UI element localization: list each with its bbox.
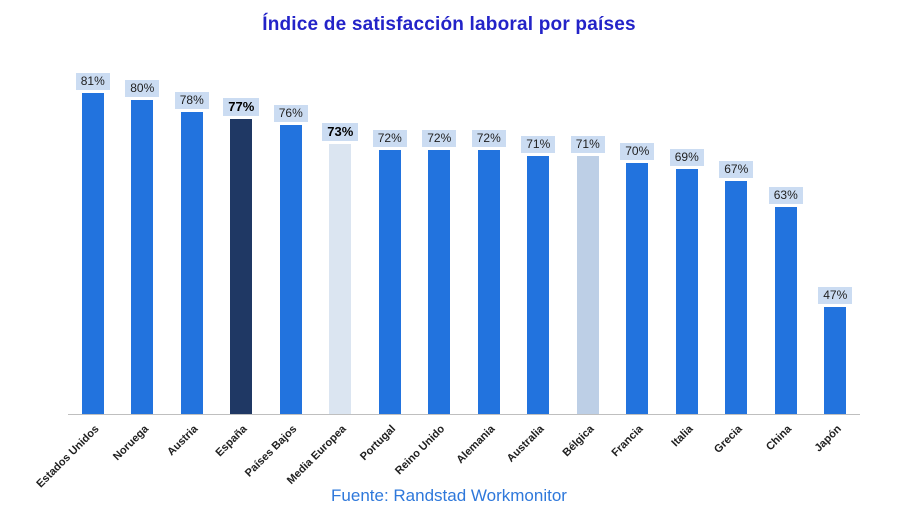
- category-label: Estados Unidos: [33, 423, 102, 491]
- value-label: 72%: [372, 130, 407, 147]
- bar-group-reino-unido: 72% Reino Unido: [393, 62, 465, 477]
- bar-group-espana: 77% España: [214, 62, 267, 459]
- bar-group-francia: 70% Francia: [610, 62, 663, 459]
- bar-espana: [230, 119, 253, 414]
- value-label: 72%: [471, 130, 506, 147]
- value-label: 73%: [322, 122, 359, 141]
- category-label: Japón: [812, 423, 844, 455]
- category-label: Austria: [164, 423, 201, 459]
- value-label: 67%: [719, 161, 754, 178]
- bar-group-china: 63% China: [761, 62, 811, 453]
- bar-noruega: [131, 100, 154, 414]
- bar-group-estados-unidos: 81% Estados Unidos: [34, 62, 118, 490]
- category-label: Grecia: [712, 423, 745, 456]
- value-label: 76%: [273, 105, 308, 122]
- bar-group-noruega: 80% Noruega: [111, 62, 168, 463]
- bar-group-alemania: 72% Alemania: [454, 62, 514, 466]
- value-label: 70%: [620, 143, 655, 160]
- category-label: Bélgica: [560, 423, 597, 460]
- bar-china: [774, 207, 797, 414]
- bar-group-paises-bajos: 76% Países Bajos: [243, 62, 316, 479]
- category-label: Portugal: [358, 423, 399, 464]
- bar-group-japon: 47% Japón: [811, 62, 861, 454]
- category-label: Francia: [609, 423, 646, 460]
- bar-group-italia: 69% Italia: [662, 62, 712, 449]
- category-label: China: [764, 423, 795, 454]
- plot-area: 81% Estados Unidos 80% Noruega 78% Austria 77%…: [34, 62, 861, 490]
- category-label: Italia: [669, 423, 696, 450]
- value-label: 69%: [669, 149, 704, 166]
- value-label: 63%: [768, 187, 803, 204]
- bar-grecia: [725, 181, 748, 414]
- value-label: 72%: [422, 130, 457, 147]
- chart-title: Índice de satisfacción laboral por paíse…: [262, 14, 636, 35]
- bar-media-europea: [329, 144, 352, 414]
- bar-francia: [626, 163, 649, 414]
- category-label: Noruega: [110, 423, 151, 464]
- source-caption: Fuente: Randstad Workmonitor: [331, 486, 567, 505]
- bar-australia: [527, 156, 550, 414]
- value-label: 47%: [818, 287, 853, 304]
- value-label: 80%: [125, 80, 160, 97]
- bar-group-grecia: 67% Grecia: [712, 62, 762, 456]
- bar-series: 81% Estados Unidos 80% Noruega 78% Austria 77%…: [34, 62, 861, 490]
- bar-belgica: [576, 156, 599, 414]
- category-label: Reino Unido: [393, 423, 448, 478]
- bar-japon: [824, 307, 847, 414]
- bar-reino-unido: [428, 150, 451, 414]
- value-label: 77%: [223, 97, 260, 116]
- value-label: 81%: [75, 73, 110, 90]
- bar-paises-bajos: [279, 125, 302, 414]
- bar-group-austria: 78% Austria: [165, 62, 217, 458]
- value-label: 78%: [174, 92, 209, 109]
- bar-portugal: [378, 150, 401, 414]
- category-label: Australia: [504, 423, 547, 465]
- bar-estados-unidos: [81, 93, 104, 414]
- bar-italia: [675, 169, 698, 414]
- bar-alemania: [477, 150, 500, 414]
- category-label: España: [213, 423, 250, 460]
- bar-group-portugal: 72% Portugal: [358, 62, 415, 463]
- bar-group-australia: 71% Australia: [505, 62, 564, 465]
- category-label: Alemania: [454, 423, 498, 467]
- bar-group-media-europea: 73% Media Europea: [285, 62, 366, 487]
- bar-austria: [180, 112, 203, 414]
- value-label: 71%: [521, 136, 556, 153]
- bar-group-belgica: 71% Bélgica: [560, 62, 613, 459]
- value-label: 71%: [570, 136, 605, 153]
